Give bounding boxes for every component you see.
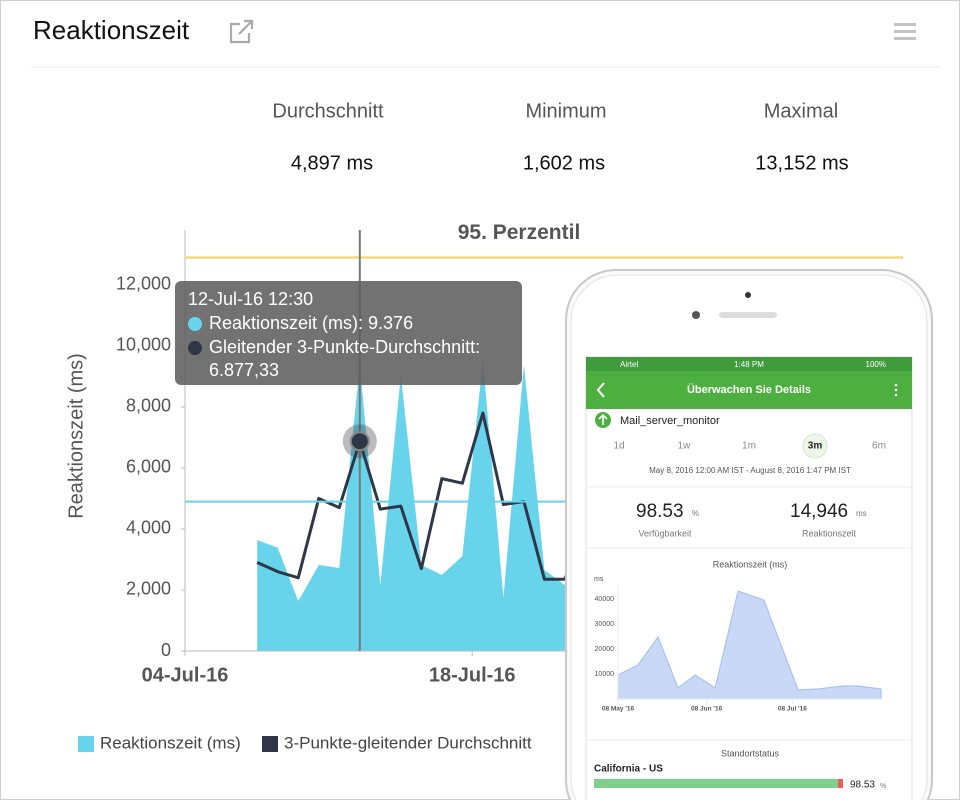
active-tab [802,433,828,459]
stat-value: 13,152 ms [755,152,848,174]
tooltip-line: Reaktionszeit (ms): 9.376 [209,313,413,333]
x-tick-label: 18-Jul-16 [429,664,516,686]
area [617,590,882,700]
stat-value: 4,897 ms [291,152,373,174]
battery: 100% [866,360,886,369]
stat-value: 1,602 ms [523,152,605,174]
hover-point [349,431,370,452]
tab[interactable]: 6m [872,441,886,452]
back-button[interactable] [596,382,605,398]
legend-swatch [262,736,278,752]
legend-label: Reaktionszeit (ms) [100,733,241,752]
monitor-name: Mail_server_monitor [620,415,720,427]
y-tick-label: 10,000 [116,335,171,355]
metric-value: 14,946 [790,501,848,522]
x-tick-label: 08 Jul '16 [778,706,807,713]
y-tick-label: 40000 [595,596,615,603]
phone-screen [585,356,913,800]
dot [894,383,898,387]
metric-value: 98.53 [636,501,684,522]
overflow-menu[interactable] [894,383,898,397]
phone-mockup: Airtel 1:48 PM 100% Überwachen Sie Detai… [565,269,933,800]
phone-speaker [719,312,777,318]
y-tick-label: 0 [161,640,171,660]
carrier: Airtel [620,360,638,369]
menu-bar [894,30,916,33]
area [257,359,586,651]
y-tick-label: 8,000 [126,396,171,416]
tab[interactable]: 1d [613,441,624,452]
y-tick-label: 20000 [595,646,615,653]
tab[interactable]: 3m [808,441,823,452]
tooltip-line: 6.877,33 [209,360,279,380]
location-value: 98.53 [850,780,875,791]
menu-bar [894,37,916,40]
phone-camera [745,292,751,298]
line [256,411,587,581]
menu-icon[interactable] [894,23,916,40]
tooltip-line: Gleitender 3-Punkte-Durchschnitt: [209,337,480,357]
stat-label: Maximal [764,100,838,122]
y-tick-label: 30000 [595,621,615,628]
location-bar [594,779,840,788]
metric-unit: % [692,509,699,518]
metric-unit: ms [856,509,867,518]
dot [894,388,898,392]
stat-label: Minimum [525,100,606,122]
tab[interactable]: 1w [678,441,692,452]
tooltip-title: 12-Jul-16 12:30 [188,289,313,309]
y-tick-label: 4,000 [126,518,171,538]
mini-chart: Reaktionszeit (ms) ms 10000 20000 30000 40000… [594,559,882,713]
status-arrow [598,413,608,425]
status-bar [586,357,912,371]
y-tick-label: 6,000 [126,457,171,477]
tooltip-swatch [188,317,202,331]
menu-bar [894,23,916,26]
range-tabs: 1d 1w 1m 3m 6m [613,433,886,459]
x-tick-label: 08 Jun '16 [691,706,723,713]
app-title: Überwachen Sie Details [687,383,811,396]
external-link-icon[interactable] [229,19,254,44]
icon-box [229,22,251,44]
y-tick-label: 2,000 [126,579,171,599]
location-unit: % [880,783,886,790]
mini-y-label: ms [594,576,604,583]
y-tick-label: 12,000 [116,274,171,294]
clock: 1:48 PM [734,360,764,369]
location-down [838,779,843,788]
widget-title: Reaktionszeit [33,15,190,45]
date-range: May 8, 2016 12:00 AM IST - August 8, 201… [649,466,851,475]
percentile-label: 95. Perzentil [458,221,581,244]
tooltip [175,281,522,385]
icon-arrow [238,19,254,35]
app-header [586,371,912,409]
mini-title: Reaktionszeit (ms) [713,559,788,569]
location-name: California - US [594,764,663,775]
legend-label: 3-Punkte-gleitender Durchschnitt [284,733,532,752]
legend-swatch [78,736,94,752]
y-tick-label: 10000 [595,671,615,678]
x-tick-label: 04-Jul-16 [142,664,229,686]
phone-sensor [692,311,700,319]
dot [894,393,898,397]
x-tick-label: 08 May '16 [602,706,635,713]
y-axis-label: Reaktionszeit (ms) [65,353,87,519]
main-chart: 0 2,000 4,000 6,000 8,000 10,000 12,000 04-Jul-… [65,221,903,752]
stat-label: Durchschnitt [272,100,384,122]
metric-label: Verfügbarkeit [638,528,692,538]
tooltip-swatch [188,341,202,355]
location-title: Standortstatus [721,748,780,758]
metric-label: Reaktionszeit [802,528,857,538]
tab[interactable]: 1m [742,441,756,452]
